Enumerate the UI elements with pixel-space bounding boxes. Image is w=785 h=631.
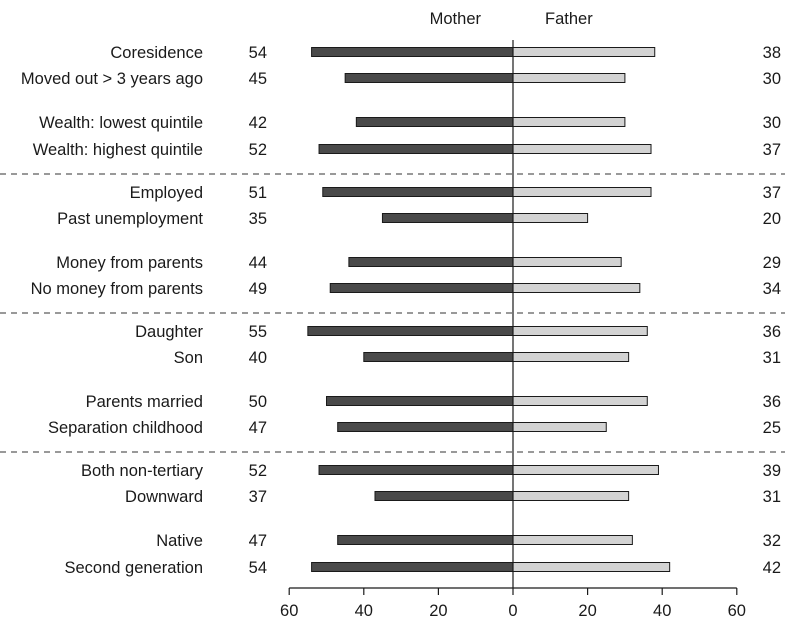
bar-mother	[322, 187, 514, 197]
bar-mother	[344, 73, 514, 83]
category-label: Downward	[125, 488, 203, 506]
value-label-mother: 52	[249, 462, 267, 480]
category-label: Wealth: lowest quintile	[39, 114, 203, 132]
bar-mother	[381, 213, 514, 223]
value-label-mother: 47	[249, 532, 267, 550]
value-label-father: 34	[763, 280, 781, 298]
category-label: Money from parents	[56, 254, 203, 272]
bar-father	[512, 47, 656, 57]
value-label-father: 31	[763, 349, 781, 367]
bar-father	[512, 213, 589, 223]
category-label: Separation childhood	[48, 419, 203, 437]
bar-father	[512, 257, 622, 267]
category-label: Second generation	[64, 559, 203, 577]
value-label-mother: 42	[249, 114, 267, 132]
category-label: No money from parents	[31, 280, 203, 298]
value-label-mother: 49	[249, 280, 267, 298]
bar-mother	[307, 326, 514, 336]
value-label-father: 39	[763, 462, 781, 480]
category-label: Son	[174, 349, 203, 367]
value-label-mother: 40	[249, 349, 267, 367]
bar-mother	[348, 257, 514, 267]
bar-mother	[329, 283, 514, 293]
x-tick-label: 40	[653, 602, 671, 620]
bar-father	[512, 187, 652, 197]
bar-mother	[337, 422, 514, 432]
value-label-father: 31	[763, 488, 781, 506]
bar-father	[512, 422, 607, 432]
bar-mother	[374, 491, 514, 501]
x-tick-label: 20	[429, 602, 447, 620]
category-label: Both non-tertiary	[81, 462, 204, 480]
bar-mother	[326, 396, 514, 406]
bar-mother	[363, 352, 514, 362]
value-label-father: 30	[763, 70, 781, 88]
x-tick-label: 0	[508, 602, 517, 620]
value-label-father: 30	[763, 114, 781, 132]
x-tick-label: 60	[728, 602, 746, 620]
value-label-father: 42	[763, 559, 781, 577]
value-label-father: 37	[763, 184, 781, 202]
value-label-mother: 54	[249, 44, 267, 62]
bar-father	[512, 396, 648, 406]
bar-mother	[311, 562, 514, 572]
bar-mother	[318, 465, 514, 475]
value-label-father: 36	[763, 393, 781, 411]
bar-father	[512, 465, 659, 475]
bar-mother	[311, 47, 514, 57]
category-label: Wealth: highest quintile	[33, 141, 203, 159]
x-tick-label: 40	[355, 602, 373, 620]
value-label-mother: 44	[249, 254, 267, 272]
category-label: Parents married	[86, 393, 203, 411]
bar-father	[512, 326, 648, 336]
bar-father	[512, 352, 630, 362]
category-label: Past unemployment	[57, 210, 203, 228]
value-label-father: 29	[763, 254, 781, 272]
value-label-mother: 35	[249, 210, 267, 228]
value-label-father: 36	[763, 323, 781, 341]
bar-father	[512, 283, 641, 293]
category-label: Employed	[130, 184, 203, 202]
value-label-father: 20	[763, 210, 781, 228]
category-label: Moved out > 3 years ago	[21, 70, 203, 88]
x-tick-label: 20	[578, 602, 596, 620]
category-label: Daughter	[135, 323, 203, 341]
value-label-mother: 52	[249, 141, 267, 159]
value-label-father: 38	[763, 44, 781, 62]
category-label: Coresidence	[110, 44, 203, 62]
bar-father	[512, 73, 626, 83]
value-label-father: 32	[763, 532, 781, 550]
category-label: Native	[156, 532, 203, 550]
bar-mother	[318, 144, 514, 154]
value-label-mother: 55	[249, 323, 267, 341]
header-father: Father	[545, 10, 593, 28]
bar-father	[512, 144, 652, 154]
value-label-mother: 47	[249, 419, 267, 437]
bar-father	[512, 562, 671, 572]
bar-father	[512, 117, 626, 127]
bar-father	[512, 491, 630, 501]
value-label-father: 37	[763, 141, 781, 159]
value-label-father: 25	[763, 419, 781, 437]
value-label-mother: 45	[249, 70, 267, 88]
value-label-mother: 51	[249, 184, 267, 202]
bar-mother	[337, 535, 514, 545]
x-tick-label: 60	[280, 602, 298, 620]
bar-mother	[355, 117, 514, 127]
bar-father	[512, 535, 633, 545]
value-label-mother: 37	[249, 488, 267, 506]
value-label-mother: 54	[249, 559, 267, 577]
value-label-mother: 50	[249, 393, 267, 411]
header-mother: Mother	[430, 10, 482, 28]
